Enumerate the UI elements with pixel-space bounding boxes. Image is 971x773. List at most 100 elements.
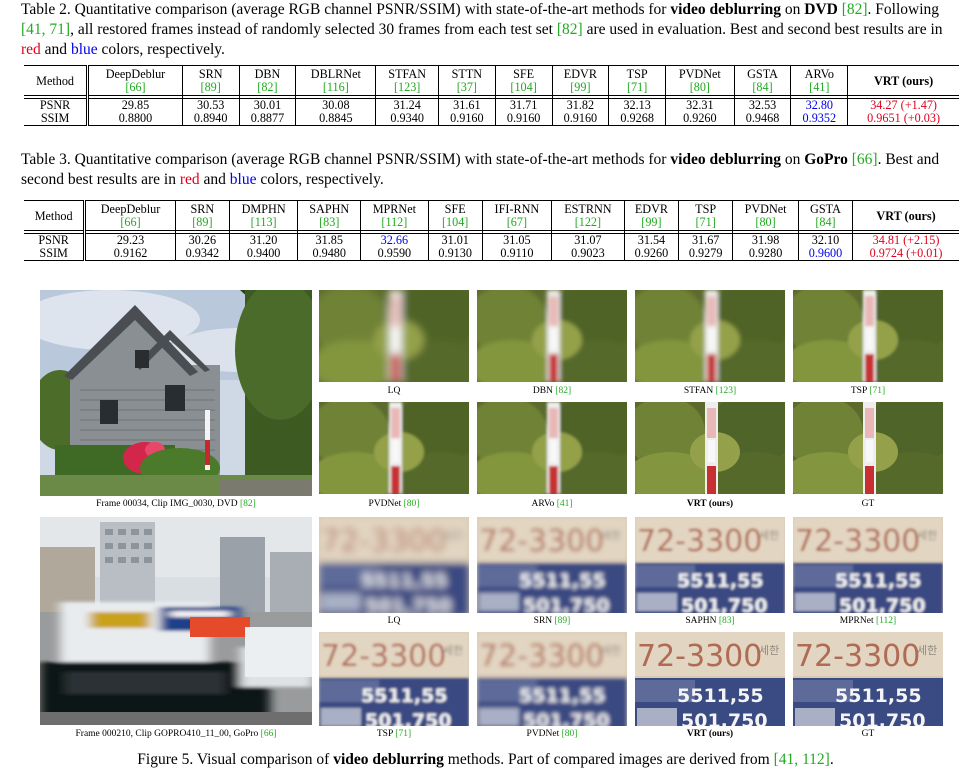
ssim-row: SSIM 0.9162 0.9342 0.9400 0.9480 0.9590 0.9130… (24, 247, 959, 261)
method-header-cell: DBN [82] (238, 65, 296, 96)
table3-caption: Table 3. Quantitative comparison (averag… (21, 151, 940, 188)
svg-text:세한: 세한 (917, 644, 937, 657)
psnr-value: 30.08 (295, 98, 376, 112)
crop-label: LQ (319, 616, 469, 626)
ssim-value: 0.9340 (375, 112, 439, 126)
ssim-value: 0.9279 (678, 247, 733, 261)
method-ref: [71] (626, 80, 648, 94)
svg-text:72-3300: 72-3300 (637, 524, 762, 559)
scene2-crop-row4: 72-3300 세한 5511,55 501,750 (793, 632, 943, 726)
crop-label-text: VRT (ours) (686, 729, 734, 739)
method-ref: [66] (120, 215, 141, 229)
metric-label: PSNR (39, 98, 71, 112)
psnr-value: 31.01 (427, 233, 483, 247)
method-ref: [104] (510, 80, 537, 94)
crop-label: VRT (ours) (635, 499, 785, 509)
crop-label-text: GT (861, 729, 875, 739)
method-ref: [89] (200, 80, 221, 94)
ssim-value: 0.9400 (228, 247, 298, 261)
ours-psnr-value: 34.81 (+2.15) (852, 233, 959, 247)
crop-label: LQ (319, 386, 469, 396)
psnr-value: 30.26 (174, 233, 230, 247)
method-ref: [82] (257, 80, 278, 94)
crop-label-cite: [123] (715, 386, 737, 396)
ssim-value: 0.9280 (732, 247, 799, 261)
svg-text:세한: 세한 (917, 529, 937, 542)
scene1-crop-row1 (319, 290, 469, 382)
psnr-row: PSNR 29.23 30.26 31.20 31.85 32.66 31.01 31.05 3… (24, 233, 959, 247)
header-separator (24, 95, 959, 99)
method-header-cell: SAPHN [83] (297, 200, 361, 231)
svg-text:501,750: 501,750 (681, 595, 768, 613)
method-header-cell: EDVR [99] (551, 65, 609, 96)
ssim-row: SSIM 0.8800 0.8940 0.8877 0.8845 0.9340 0.9160… (24, 112, 959, 126)
method-header-cell: IFI-RNN [67] (481, 200, 552, 231)
ssim-value: 0.9468 (733, 112, 791, 126)
psnr-value: 32.13 (608, 98, 666, 112)
psnr-value: 29.23 (83, 233, 176, 247)
crop-label: STFAN [123] (635, 386, 785, 396)
ssim-value: 0.9160 (551, 112, 609, 126)
crop-label-text: TSP (850, 386, 870, 396)
ssim-value: 0.8940 (181, 112, 240, 126)
crop-label-cite: [80] (561, 729, 578, 739)
psnr-value: 31.98 (732, 233, 799, 247)
method-name: EDVR (563, 67, 597, 81)
scene1-crop-row1 (635, 290, 785, 382)
method-header: Method (24, 200, 85, 231)
svg-text:72-3300: 72-3300 (479, 524, 604, 559)
scene1-crop-row2 (635, 402, 785, 494)
method-name: SRN (198, 67, 223, 81)
method-name: SRN (190, 202, 215, 216)
ssim-value: 0.9590 (360, 247, 429, 261)
ssim-value: 0.9260 (665, 112, 735, 126)
psnr-value: 31.24 (375, 98, 439, 112)
method-name: DBN (254, 67, 281, 81)
method-name: DMPHN (241, 202, 286, 216)
method-ref: [83] (319, 215, 340, 229)
ssim-value: 0.9352 (790, 112, 848, 126)
crop-label-text: TSP (376, 729, 396, 739)
method-header-cell: ARVo [41] (790, 65, 848, 96)
psnr-value: 31.05 (481, 233, 552, 247)
svg-text:72-3300: 72-3300 (795, 524, 920, 559)
method-name: ARVo (804, 67, 834, 81)
method-ref: [104] (441, 215, 469, 229)
ssim-value: 0.9162 (83, 247, 176, 261)
ours-ssim-value: 0.9651 (+0.03) (847, 112, 959, 126)
scene2-crop-row3: 72-3300 세한 5511,55 501,750 (635, 517, 785, 613)
crop-label: MPRNet [112] (793, 616, 943, 626)
method-name: DBLRNet (310, 67, 361, 81)
method-ref: [113] (250, 215, 277, 229)
method-header-cell: SFE [104] (494, 65, 552, 96)
svg-text:5511,55: 5511,55 (677, 570, 764, 592)
ssim-value: 0.9260 (623, 247, 679, 261)
svg-text:5511,55: 5511,55 (519, 570, 606, 592)
ssim-value: 0.9160 (494, 112, 552, 126)
scene1-crop-row2 (319, 402, 469, 494)
method-ref: [80] (689, 80, 710, 94)
ssim-value: 0.9342 (174, 247, 230, 261)
scene2-crop-row3: 72-3300 세한 5511,55 501,750 (793, 517, 943, 613)
crop-label: SAPHN [83] (635, 616, 785, 626)
svg-text:501,750: 501,750 (365, 710, 452, 726)
psnr-value: 30.01 (238, 98, 296, 112)
method-header-cell: PVDNet [80] (665, 65, 735, 96)
psnr-value: 31.20 (228, 233, 298, 247)
ours-psnr-value: 34.27 (+1.47) (847, 98, 959, 112)
ssim-value: 0.9160 (437, 112, 496, 126)
svg-text:5511,55: 5511,55 (677, 685, 764, 707)
method-name: PVDNet (678, 67, 721, 81)
method-name: EDVR (634, 202, 669, 216)
crop-label: TSP [71] (319, 729, 469, 739)
psnr-value: 32.10 (797, 233, 853, 247)
crop-label-text: STFAN (683, 386, 716, 396)
svg-text:72-3300: 72-3300 (637, 639, 762, 674)
crop-label-text: SAPHN (685, 616, 719, 626)
ours-ssim-value: 0.9724 (+0.01) (852, 247, 959, 261)
method-name: GSTA (810, 202, 841, 216)
method-ref: [37] (456, 80, 477, 94)
method-header-cell: EDVR [99] (623, 200, 679, 231)
method-name: DeepDeblur (100, 202, 161, 216)
method-name: GSTA (747, 67, 778, 81)
